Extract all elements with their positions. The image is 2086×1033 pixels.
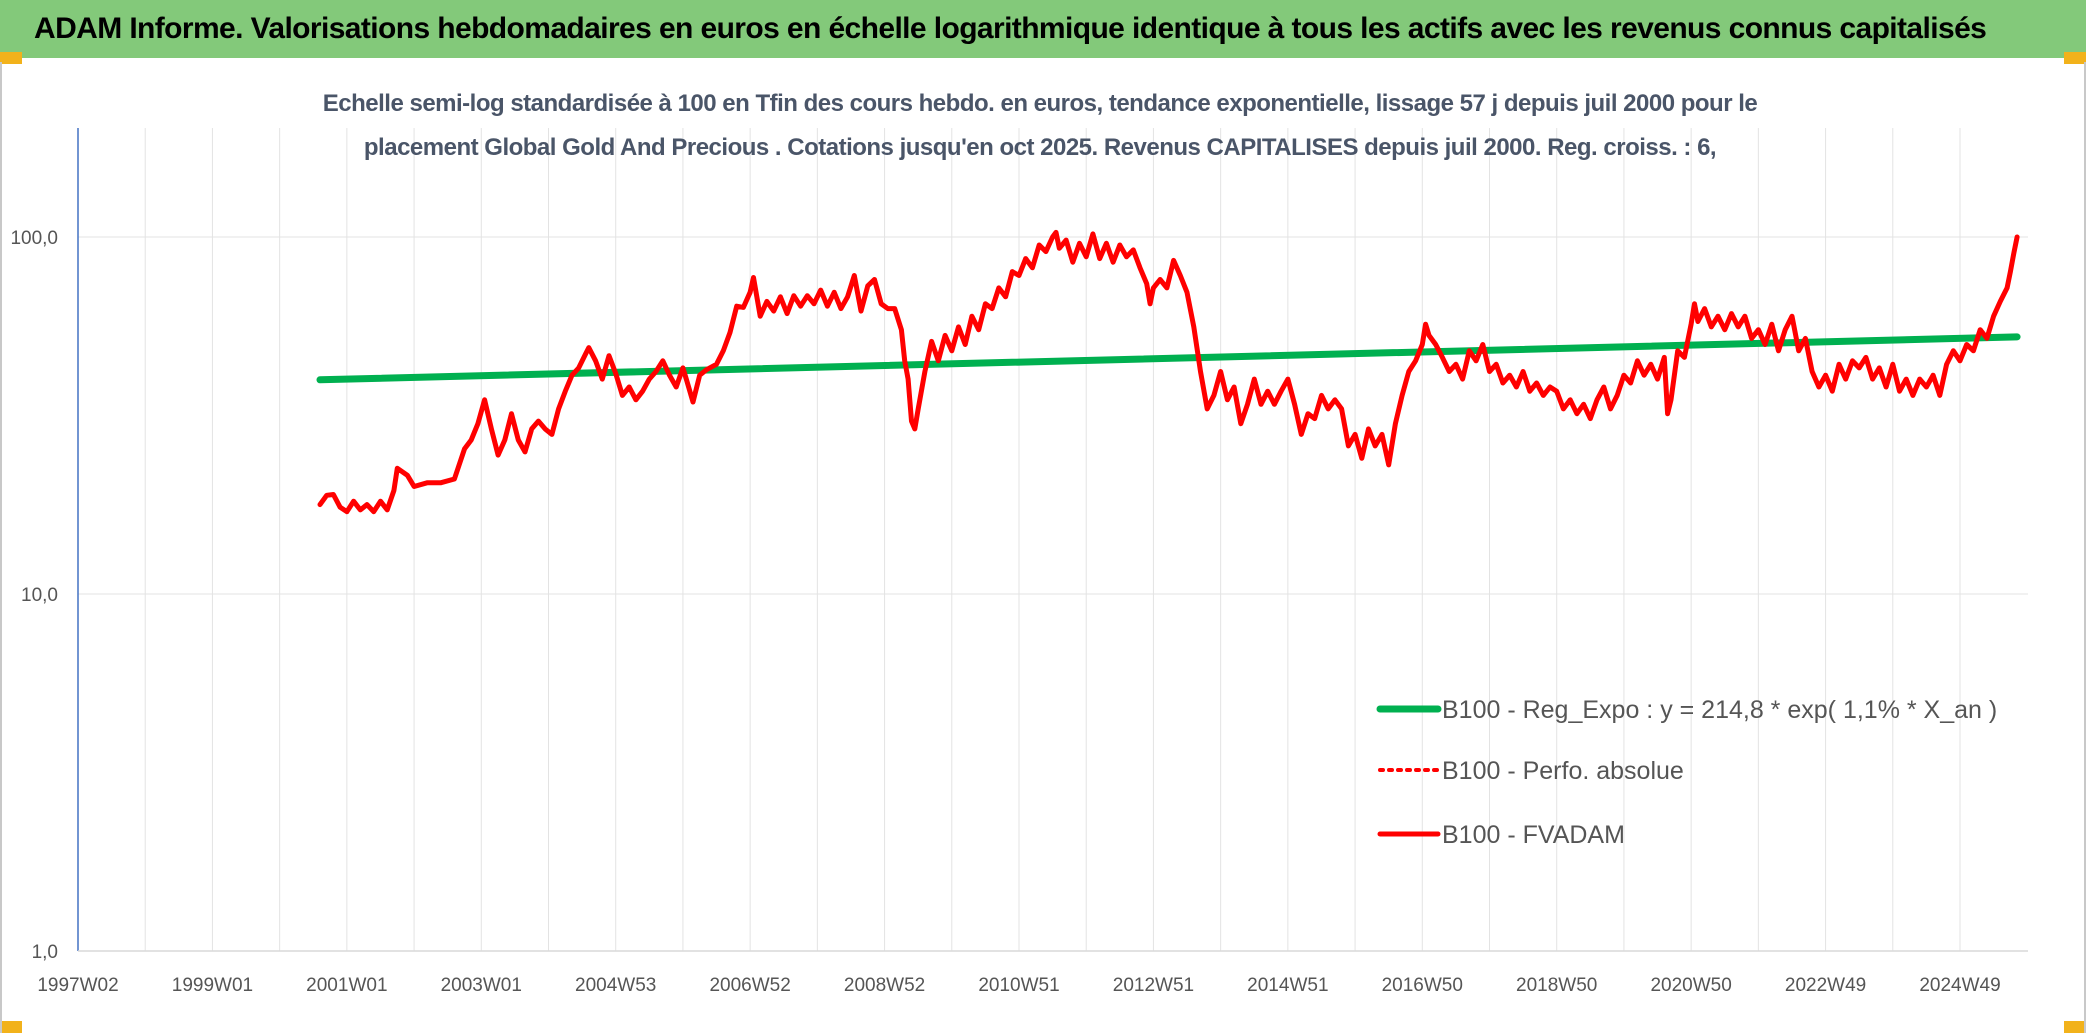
corner-marker-top-left (0, 52, 22, 64)
corner-marker-bottom-left (0, 1021, 22, 1033)
fvadam-line (317, 229, 2020, 515)
legend-item-fvadam-label: B100 - FVADAM (1442, 821, 1625, 849)
y-tick-label: 10,0 (21, 585, 58, 606)
y-tick-label: 1,0 (32, 942, 58, 963)
grid-lines (78, 128, 2028, 952)
corner-marker-bottom-right (2064, 1021, 2086, 1033)
x-tick-label: 2006W52 (709, 975, 790, 996)
chart-frame (0, 62, 2086, 1033)
x-tick-label: 2003W01 (441, 975, 522, 996)
legend-item-trend-label: B100 - Reg_Expo : y = 214,8 * exp( 1,1% … (1442, 696, 1997, 724)
y-tick-label: 100,0 (10, 228, 58, 249)
x-tick-label: 1999W01 (172, 975, 253, 996)
legend: B100 - Reg_Expo : y = 214,8 * exp( 1,1% … (1376, 696, 1997, 849)
x-tick-label: 2001W01 (306, 975, 387, 996)
chart-subtitle-line-2: placement Global Gold And Precious . Cot… (363, 134, 1717, 161)
x-tick-label: 2016W50 (1382, 975, 1463, 996)
chart-subtitle: Echelle semi-log standardisée à 100 en T… (180, 82, 1900, 170)
x-tick-label: 2010W51 (978, 975, 1059, 996)
x-tick-label: 2024W49 (1919, 975, 2000, 996)
x-tick-label: 2008W52 (844, 975, 925, 996)
x-tick-label: 2012W51 (1113, 975, 1194, 996)
axis-ticks: 1,0 10,0 100,0 1997W02 1999W01 2001W01 2003W01… (10, 228, 2000, 996)
legend-item-absolute-performance-label: B100 - Perfo. absolue (1442, 757, 1684, 785)
corner-marker-top-right (2064, 52, 2086, 64)
series-lines (316, 229, 2021, 515)
x-tick-label: 2014W51 (1247, 975, 1328, 996)
x-tick-label: 2020W50 (1650, 975, 1731, 996)
report-title: ADAM Informe. Valorisations hebdomadaire… (34, 12, 1987, 45)
x-tick-label: 2022W49 (1785, 975, 1866, 996)
x-tick-label: 2004W53 (575, 975, 656, 996)
x-tick-label: 2018W50 (1516, 975, 1597, 996)
chart-subtitle-line-1: Echelle semi-log standardisée à 100 en T… (322, 90, 1758, 117)
report-header: ADAM Informe. Valorisations hebdomadaire… (0, 0, 2086, 58)
x-tick-label: 1997W02 (37, 975, 118, 996)
